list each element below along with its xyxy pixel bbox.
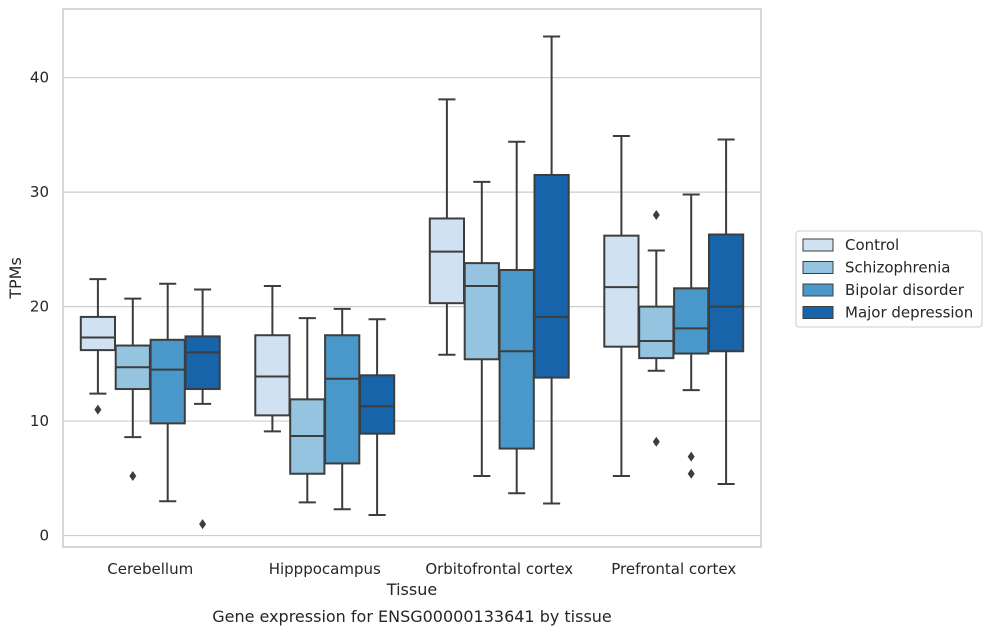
x-tick-labels: Cerebellum Hipppocampus Orbitofrontal cort…: [107, 560, 736, 578]
outlier-point: [199, 519, 207, 530]
outlier-point: [652, 436, 660, 447]
legend-label: Control: [845, 236, 899, 254]
legend-item: Schizophrenia: [802, 259, 950, 277]
iqr-box: [254, 334, 291, 417]
iqr-box: [358, 374, 396, 435]
outlier-point: [687, 451, 695, 462]
x-tick-label: Prefrontal cortex: [611, 560, 736, 578]
iqr-box: [673, 287, 710, 355]
y-tick-label: 30: [30, 183, 49, 201]
iqr-box: [79, 315, 117, 352]
y-tick-label: 20: [30, 298, 49, 316]
box-group: [428, 98, 466, 356]
plot-frame: [62, 8, 762, 548]
box-group: [324, 307, 361, 511]
outlier-point: [94, 404, 102, 415]
legend-item: Major depression: [802, 304, 973, 322]
box-group: [498, 140, 535, 495]
box-group: [184, 288, 221, 530]
box-group: [463, 180, 500, 478]
iqr-box: [498, 268, 535, 450]
iqr-box: [707, 233, 745, 353]
box-group: [603, 135, 640, 478]
legend-label: Bipolar disorder: [845, 281, 965, 299]
legend-swatch: [802, 238, 834, 252]
y-axis-title: TPMs: [6, 257, 25, 300]
box-group: [638, 210, 675, 447]
iqr-box: [149, 338, 186, 425]
legend-swatch: [802, 261, 834, 274]
legend-label: Major depression: [845, 304, 973, 322]
x-tick-label: Cerebellum: [107, 560, 193, 578]
legend-item: Bipolar disorder: [802, 281, 965, 299]
iqr-box: [184, 335, 221, 391]
x-tick-label: Hipppocampus: [269, 560, 381, 578]
chart-caption: Gene expression for ENSG00000133641 by t…: [212, 607, 612, 626]
y-tick-labels: 0 10 20 30 40: [30, 69, 49, 545]
legend-swatch: [802, 283, 834, 297]
box-group: [114, 297, 151, 482]
legend-frame: [795, 230, 983, 328]
legend-item: Control: [802, 236, 899, 254]
box-group: [254, 285, 291, 433]
legend-label: Schizophrenia: [845, 259, 950, 277]
iqr-box: [638, 305, 675, 360]
iqr-box: [324, 334, 361, 465]
box-marks: [79, 35, 745, 530]
legend-swatch: [802, 306, 834, 319]
box-group: [79, 278, 117, 415]
legend: Control Schizophrenia Bipolar disorder Majo…: [795, 230, 983, 328]
box-group: [289, 317, 326, 504]
iqr-box: [533, 173, 570, 379]
iqr-box: [463, 262, 500, 361]
outlier-point: [687, 468, 695, 479]
box-group: [673, 193, 710, 479]
y-tick-label: 0: [39, 527, 49, 545]
y-tick-label: 40: [30, 69, 49, 87]
box-group: [358, 318, 396, 516]
box-group: [707, 138, 745, 486]
iqr-box: [428, 217, 466, 305]
outlier-point: [652, 210, 660, 221]
iqr-box: [603, 234, 640, 348]
x-axis-title: Tissue: [386, 580, 437, 599]
outlier-point: [129, 471, 137, 482]
x-tick-label: Orbitofrontal cortex: [425, 560, 573, 578]
y-tick-label: 10: [30, 412, 49, 430]
box-group: [533, 35, 570, 505]
